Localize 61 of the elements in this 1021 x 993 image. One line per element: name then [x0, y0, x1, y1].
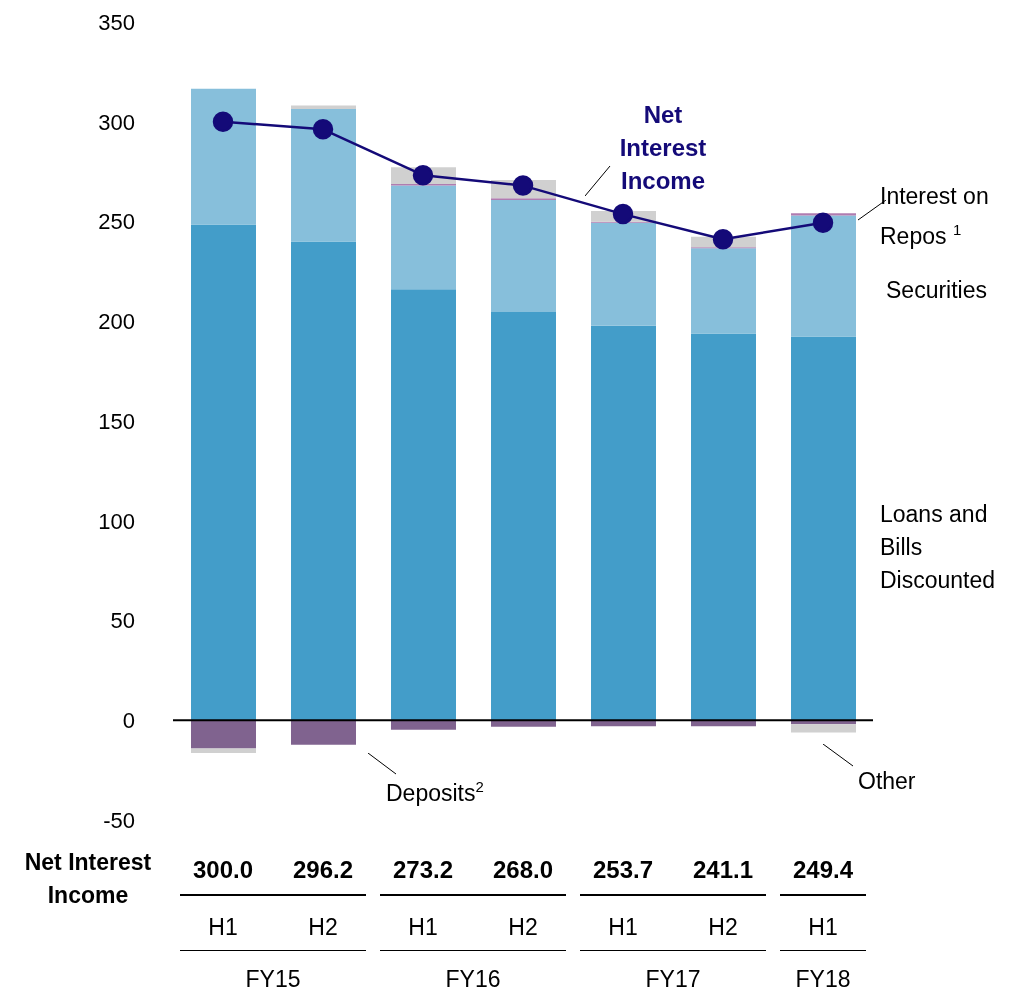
bar [191, 224, 256, 721]
bar [191, 748, 256, 753]
x-tick-label: H1 [607, 914, 639, 941]
y-tick-label: 150 [98, 408, 135, 434]
y-tick-label: 300 [98, 109, 135, 135]
x-tick-label: H1 [207, 914, 239, 941]
y-tick-label: 0 [122, 708, 135, 734]
series-label: Interest on Repos $^{1}$ [880, 182, 990, 251]
bar [591, 325, 656, 721]
x-tick-label: H2 [507, 914, 539, 941]
y-tick-label: 100 [98, 508, 135, 534]
point [612, 203, 634, 225]
bar [791, 724, 856, 733]
bar [291, 108, 356, 242]
bar [791, 336, 856, 721]
y-tick-label: -50 [103, 807, 135, 833]
series-label: Deposits$^{2}$ [386, 777, 485, 808]
bar [391, 720, 456, 730]
point [412, 164, 434, 186]
bar [291, 105, 356, 109]
bar [191, 88, 256, 225]
bar [291, 241, 356, 721]
x-tick-label: H2 [307, 914, 339, 941]
point [512, 175, 534, 196]
series-label: Securities [886, 276, 988, 305]
point [212, 111, 234, 132]
data-label: 273.2 [391, 856, 455, 884]
data-label: 253.7 [591, 856, 655, 884]
point [312, 119, 334, 140]
bar [191, 720, 256, 749]
bar [391, 185, 456, 290]
bar [291, 720, 356, 745]
bar [691, 248, 756, 334]
point [812, 212, 834, 233]
x-tick-label: H2 [707, 914, 739, 941]
series-label: Other [858, 767, 917, 796]
data-label: 296.2 [291, 856, 355, 884]
text: FY17 [644, 966, 702, 993]
series-label: Net Interest Income [618, 100, 708, 196]
bar [491, 199, 556, 313]
series-label: Loans and Bills Discounted [880, 500, 997, 595]
y-tick-label: 50 [110, 608, 135, 634]
text: FY15 [244, 966, 302, 993]
y-tick-label: 350 [98, 9, 135, 35]
point [712, 229, 734, 250]
x-tick-label: H1 [807, 914, 839, 941]
text: Net Interest Income [24, 849, 152, 908]
bar [491, 312, 556, 721]
bar [791, 215, 856, 337]
data-label: 268.0 [491, 856, 555, 884]
text: FY16 [444, 966, 502, 993]
bar [591, 222, 656, 326]
bar [691, 333, 756, 721]
text: FY18 [794, 966, 852, 993]
x-tick-label: H1 [407, 914, 439, 941]
data-label: 241.1 [691, 856, 755, 884]
data-label: 300.0 [191, 856, 255, 884]
bar [391, 289, 456, 721]
data-label: 249.4 [791, 856, 855, 884]
y-tick-label: 200 [98, 309, 135, 335]
y-tick-label: 250 [98, 209, 135, 235]
